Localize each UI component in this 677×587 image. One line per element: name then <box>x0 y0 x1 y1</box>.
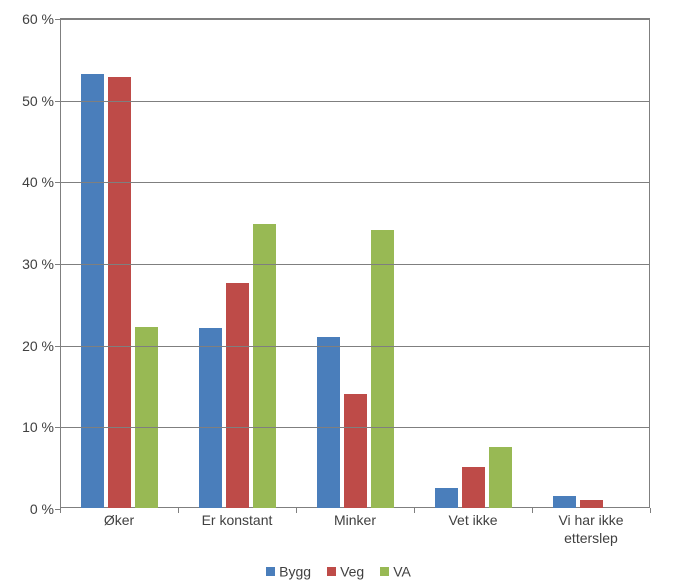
x-tick-mark <box>414 508 415 513</box>
legend-swatch <box>327 567 336 576</box>
y-tick-label: 30 % <box>22 256 60 272</box>
gridline <box>60 19 649 20</box>
x-tick-mark <box>532 508 533 513</box>
x-axis-label: Er konstant <box>187 512 287 530</box>
gridline <box>60 182 649 183</box>
gridline <box>60 101 649 102</box>
bar <box>344 394 367 508</box>
x-axis-label: Øker <box>69 512 169 530</box>
bar <box>199 328 222 508</box>
legend-label: Veg <box>340 563 364 579</box>
bar <box>253 224 276 508</box>
bar-chart: 0 %10 %20 %30 %40 %50 %60 % ØkerEr konst… <box>0 0 677 587</box>
legend: Bygg Veg VA <box>0 562 677 579</box>
legend-label: VA <box>393 563 411 579</box>
bar <box>135 327 158 508</box>
x-tick-mark <box>60 508 61 513</box>
bar <box>435 488 458 508</box>
x-axis-label: Minker <box>305 512 405 530</box>
gridline <box>60 346 649 347</box>
bar <box>317 337 340 509</box>
legend-item: Veg <box>327 562 364 579</box>
y-tick-label: 0 % <box>30 501 60 517</box>
legend-item: Bygg <box>266 562 311 579</box>
bar <box>553 496 576 508</box>
gridline <box>60 427 649 428</box>
x-axis-label: Vet ikke <box>423 512 523 530</box>
x-axis-label: Vi har ikke etterslep <box>541 512 641 547</box>
legend-swatch <box>266 567 275 576</box>
legend-swatch <box>380 567 389 576</box>
bar <box>81 74 104 508</box>
y-tick-label: 10 % <box>22 419 60 435</box>
plot-area: 0 %10 %20 %30 %40 %50 %60 % <box>60 18 650 508</box>
bar <box>462 467 485 508</box>
bar <box>371 230 394 508</box>
y-tick-label: 20 % <box>22 338 60 354</box>
gridline <box>60 264 649 265</box>
y-tick-label: 40 % <box>22 174 60 190</box>
x-tick-mark <box>178 508 179 513</box>
legend-item: VA <box>380 562 411 579</box>
y-tick-label: 60 % <box>22 11 60 27</box>
legend-label: Bygg <box>279 563 311 579</box>
bar <box>226 283 249 508</box>
bar <box>108 77 131 508</box>
x-tick-mark <box>296 508 297 513</box>
y-tick-label: 50 % <box>22 93 60 109</box>
x-tick-mark <box>650 508 651 513</box>
bar <box>489 447 512 508</box>
bar <box>580 500 603 508</box>
